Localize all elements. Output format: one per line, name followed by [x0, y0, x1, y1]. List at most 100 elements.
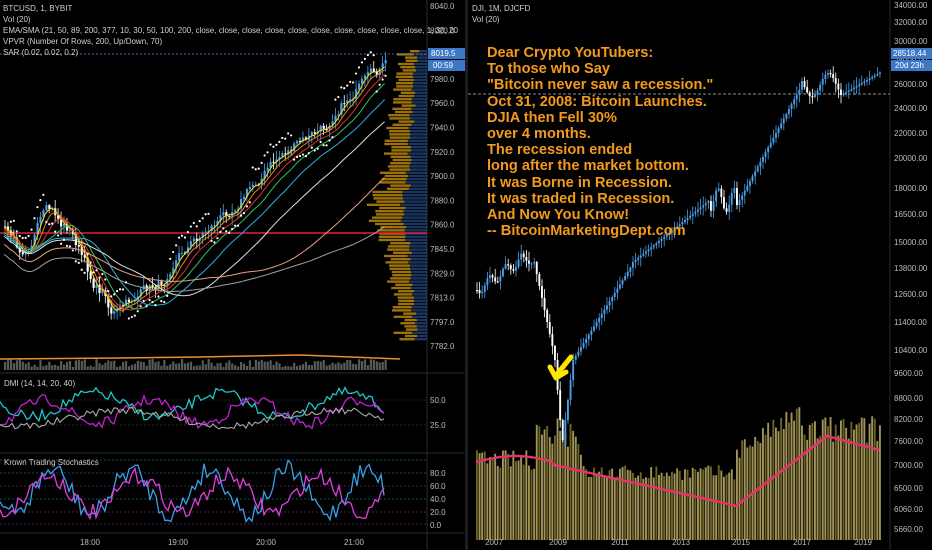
volume-bar — [476, 450, 478, 540]
stoch-d-line — [0, 466, 385, 521]
volume-bar — [48, 361, 51, 370]
price-tick-label: 5660.00 — [894, 525, 923, 534]
dji-candle — [712, 201, 715, 211]
btc-chart-canvas[interactable]: 8040.08020.08000.07980.07960.07940.07920… — [0, 0, 465, 550]
sar-dot — [183, 236, 187, 239]
sar-dot — [372, 54, 375, 57]
dji-candle — [717, 188, 720, 191]
dmi-legend[interactable]: DMI (14, 14, 20, 40) — [4, 379, 76, 388]
volume-profile-bar — [398, 299, 415, 302]
sar-dot — [80, 268, 83, 271]
btc-chart-panel[interactable]: 8040.08020.08000.07980.07960.07940.07920… — [0, 0, 465, 550]
btc-sar-legend[interactable]: SAR (0.02, 0.02, 0.2) — [3, 48, 79, 57]
btc-symbol-label[interactable]: BTCUSD, 1, BYBIT — [3, 4, 73, 13]
price-candle — [213, 225, 216, 227]
volume-profile-bar — [409, 245, 427, 248]
dji-chart-canvas[interactable]: 34000.0032000.0030000.0028000.0026000.00… — [468, 0, 932, 550]
btc-vol-legend[interactable]: Vol (20) — [3, 15, 31, 24]
volume-profile-bar — [392, 274, 412, 277]
volume-profile-bar — [390, 184, 411, 187]
volume-bar — [491, 458, 494, 540]
volume-bar — [369, 359, 372, 370]
arrow-indicator-icon — [547, 364, 569, 381]
dji-vol-legend[interactable]: Vol (20) — [472, 15, 500, 24]
price-candle — [36, 223, 39, 235]
bar-timer-tag-label: 00:59 — [433, 61, 454, 70]
volume-profile-bar — [416, 318, 427, 322]
dji-candle — [533, 262, 536, 264]
sar-dot — [260, 161, 263, 165]
dji-candle — [837, 83, 840, 90]
price-candle — [175, 260, 178, 269]
dji-chart-panel[interactable]: 34000.0032000.0030000.0028000.0026000.00… — [468, 0, 932, 550]
volume-profile-bar — [411, 107, 427, 110]
volume-bar — [30, 366, 33, 370]
volume-profile-bar — [371, 216, 403, 219]
volume-bar — [775, 427, 777, 540]
dji-candle — [736, 188, 738, 205]
volume-profile-bar — [379, 171, 406, 174]
volume-profile-bar — [402, 216, 427, 219]
sar-dot — [139, 305, 142, 308]
sar-dot — [290, 134, 293, 137]
sar-dot — [133, 314, 136, 317]
dji-candle — [673, 228, 676, 231]
dji-candle — [767, 147, 770, 153]
volume-profile-bar — [409, 264, 427, 267]
volume-bar — [829, 416, 832, 540]
btc-ema-legend[interactable]: EMA/SMA (21, 50, 89, 200, 377, 10, 30, 5… — [3, 26, 458, 35]
dji-candle — [816, 90, 819, 95]
panel-divider[interactable] — [465, 0, 468, 550]
volume-bar — [51, 365, 54, 370]
volume-bar — [582, 466, 585, 540]
volume-bar — [528, 465, 530, 540]
volume-bar — [564, 434, 567, 540]
dji-candle — [564, 420, 567, 440]
dji-candle — [668, 232, 671, 235]
volume-bar — [702, 469, 705, 540]
volume-profile-bar — [411, 306, 427, 309]
volume-profile-bar — [412, 293, 427, 296]
dji-candle — [801, 81, 803, 90]
volume-profile-bar — [403, 210, 427, 213]
volume-profile-bar — [383, 152, 408, 155]
volume-bar — [287, 366, 290, 370]
volume-bar — [616, 476, 619, 540]
last-price-tag — [428, 48, 465, 59]
volume-bar — [12, 363, 16, 370]
volume-bar — [824, 417, 827, 540]
volume-bar — [876, 441, 879, 540]
volume-profile-bar — [396, 85, 414, 88]
volume-bar — [9, 359, 13, 370]
volume-profile-bar — [419, 50, 427, 53]
dji-candle — [595, 322, 598, 327]
sma-line — [3, 177, 385, 283]
dji-candle — [600, 313, 603, 318]
volume-bar — [777, 431, 780, 540]
volume-bar — [798, 407, 801, 540]
sar-dot — [39, 199, 42, 202]
sar-dot — [210, 239, 213, 243]
volume-bar — [832, 441, 835, 540]
volume-bar — [337, 362, 340, 370]
price-candle — [228, 216, 231, 218]
sar-dot — [343, 86, 346, 90]
price-candle — [24, 253, 27, 255]
price-candle — [124, 299, 128, 306]
price-candle — [349, 99, 352, 101]
sar-dot — [245, 205, 248, 208]
volume-profile-bar — [396, 72, 414, 75]
volume-profile-bar — [389, 264, 410, 267]
price-candle — [60, 219, 63, 227]
dji-candle — [860, 83, 863, 85]
price-candle — [219, 215, 222, 222]
dji-candle — [619, 284, 621, 289]
dmi-tick-label: 50.0 — [430, 396, 446, 405]
time-tick-label: 2013 — [672, 538, 690, 547]
dji-candle — [793, 99, 796, 105]
btc-vpvr-legend[interactable]: VPVR (Number Of Rows, 200, Up/Down, 70) — [3, 37, 163, 46]
dji-candle — [814, 94, 816, 97]
dji-symbol-label[interactable]: DJI, 1M, DJCFD — [472, 4, 531, 13]
volume-profile-bar — [395, 283, 413, 286]
stoch-legend[interactable]: Krown Trading Stochastics — [4, 458, 99, 467]
